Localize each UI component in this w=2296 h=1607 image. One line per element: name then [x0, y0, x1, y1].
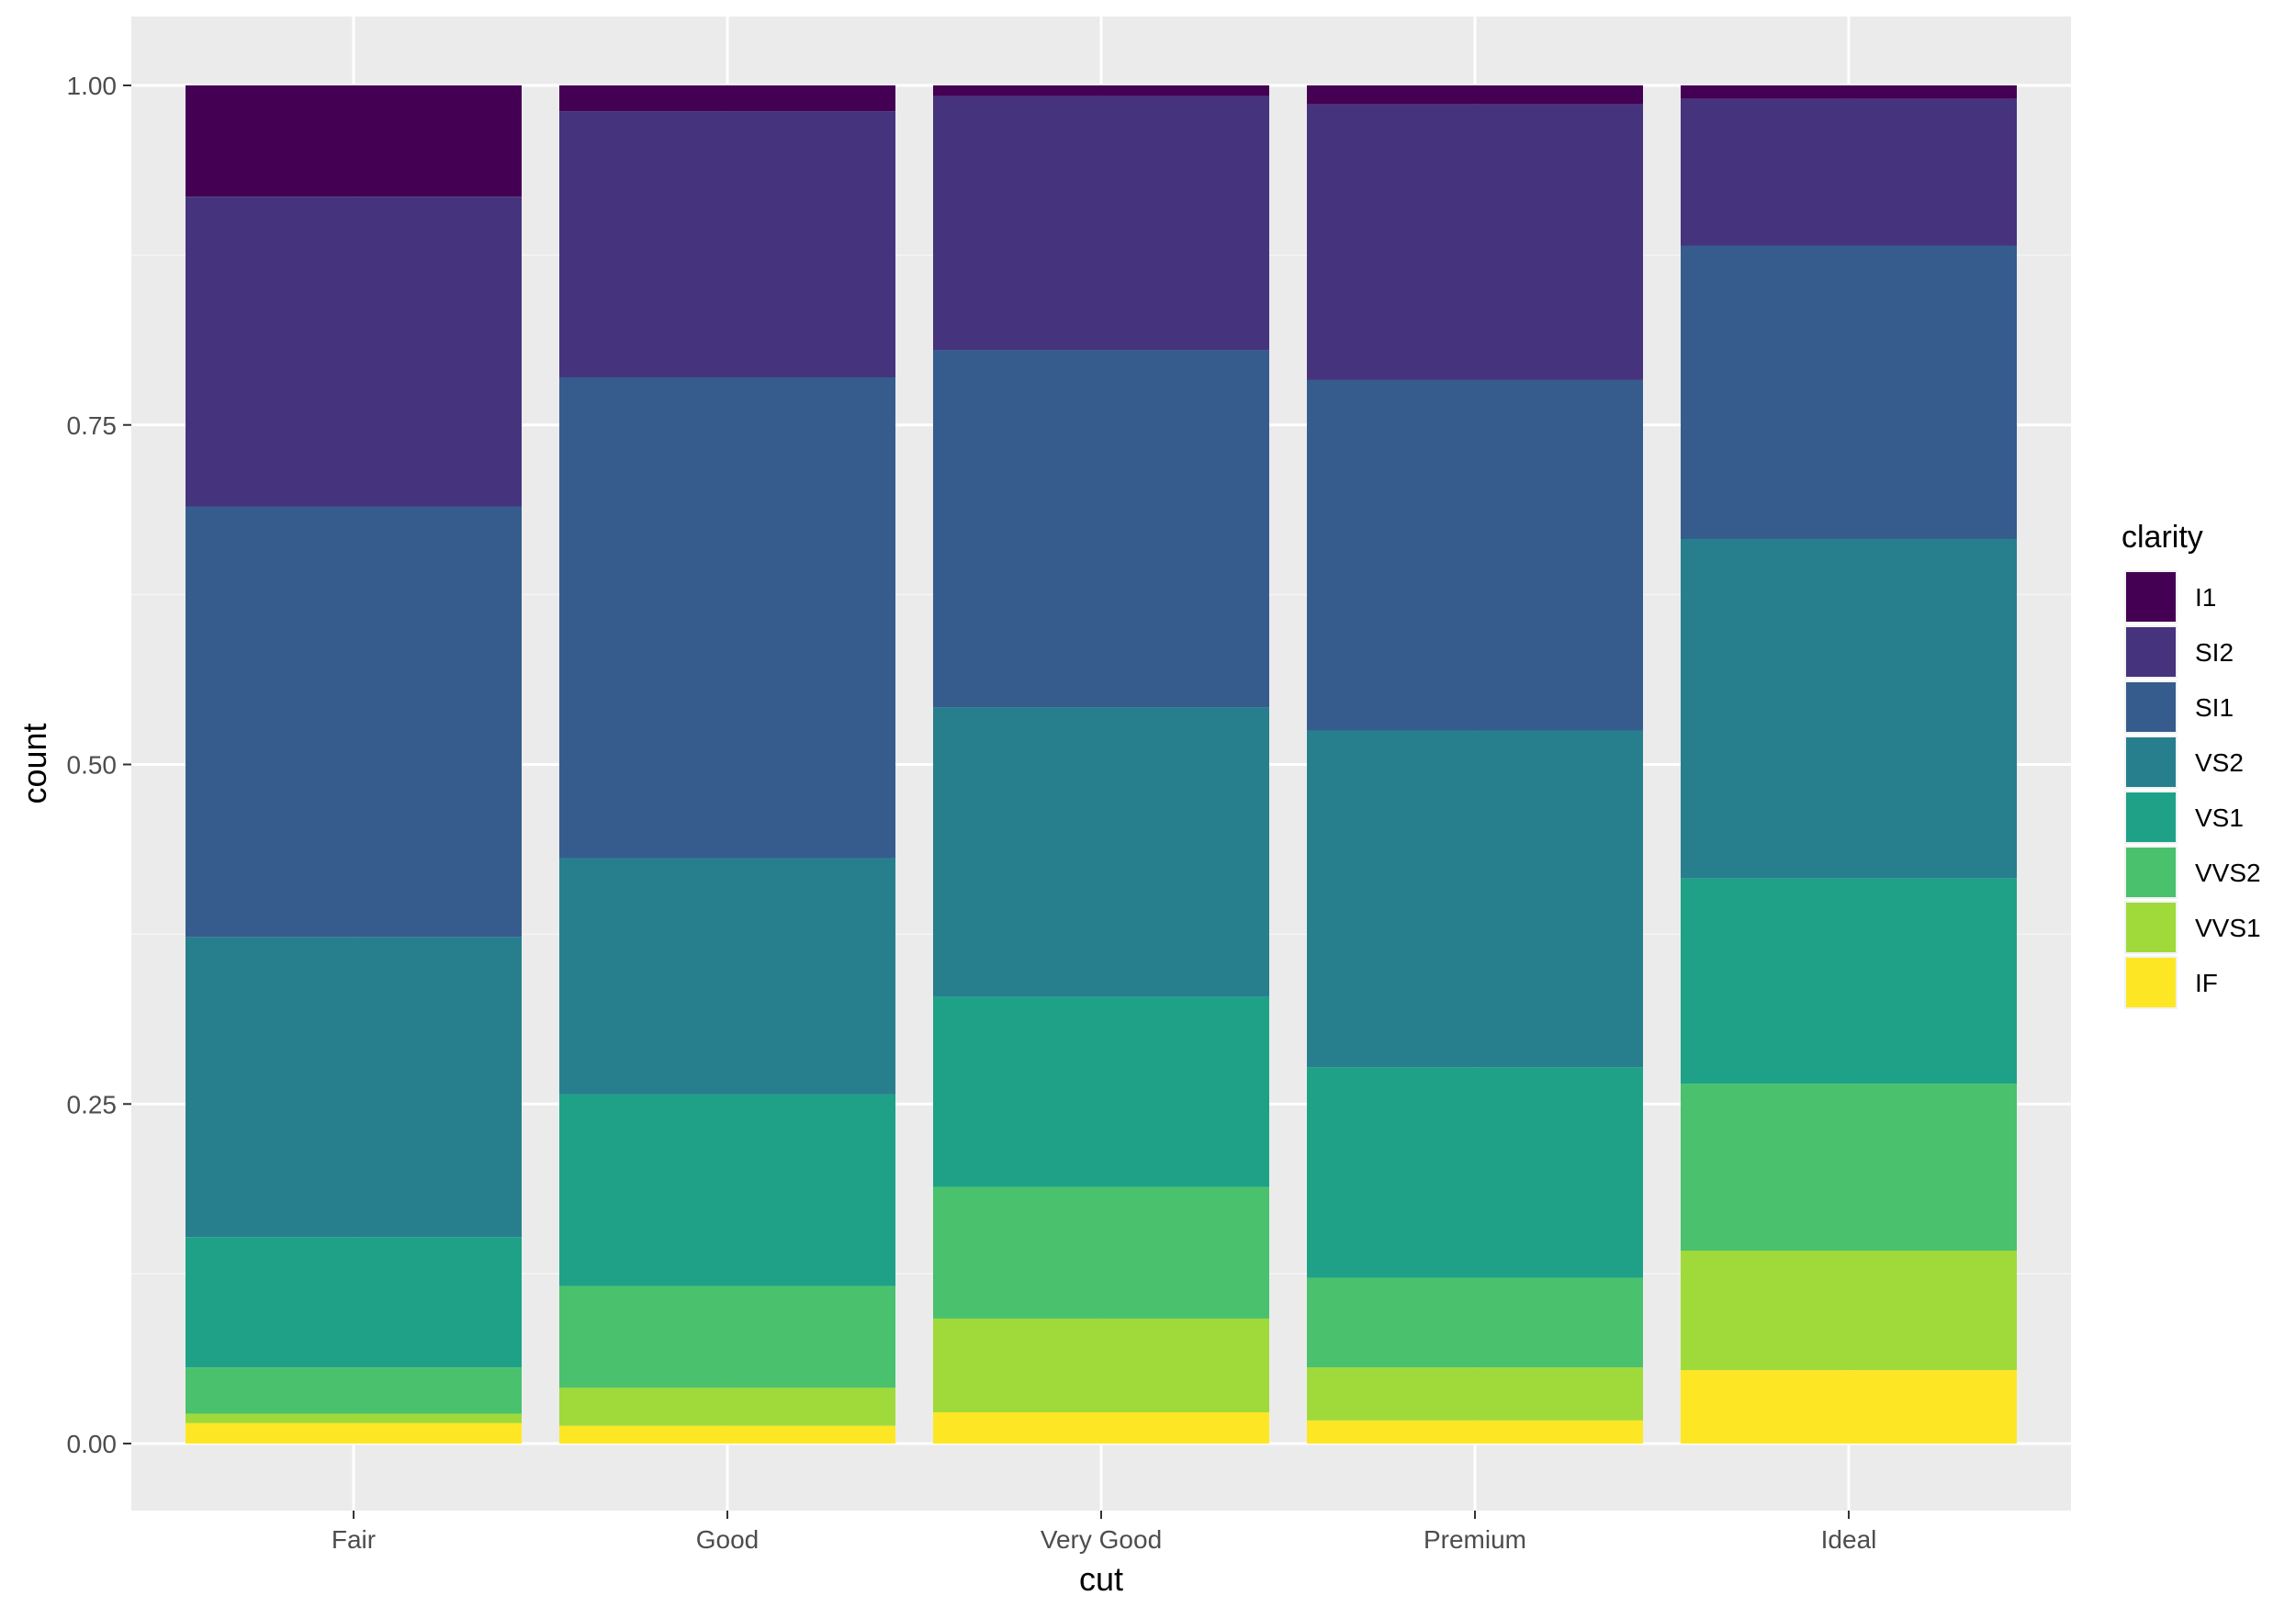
y-tick-label: 1.00 [67, 72, 118, 100]
bar-segment-vs1-ideal [1681, 878, 2017, 1084]
y-tick-label: 0.25 [67, 1090, 118, 1118]
bar-segment-i1-ideal [1681, 85, 2017, 99]
y-tick-label: 0.50 [67, 751, 118, 780]
legend: clarity I1 SI2 SI1 VS2 VS1 VVS2 VVS1 IF [2122, 520, 2261, 1009]
bar-segment-si2-fair [186, 197, 522, 507]
bar-segment-si1-very-good [933, 350, 1269, 708]
legend-label: VVS1 [2195, 914, 2261, 942]
bar-segment-i1-very-good [933, 85, 1269, 96]
bar-segment-vvs2-good [559, 1286, 895, 1388]
x-tick-label: Very Good [1041, 1525, 1162, 1554]
y-tick-label: 0.00 [67, 1430, 118, 1458]
bars [186, 85, 2017, 1444]
legend-swatch-si2 [2126, 627, 2176, 677]
legend-label: VS1 [2195, 804, 2244, 832]
bar-segment-if-premium [1307, 1420, 1643, 1444]
bar-segment-si2-ideal [1681, 98, 2017, 246]
bar-segment-vvs1-ideal [1681, 1250, 2017, 1371]
bar-segment-if-good [559, 1425, 895, 1444]
bar-segment-vvs1-very-good [933, 1318, 1269, 1412]
legend-label: SI2 [2195, 638, 2234, 667]
bar-segment-vvs1-fair [186, 1413, 522, 1423]
bar-segment-vvs2-premium [1307, 1277, 1643, 1368]
bar-segment-vvs2-ideal [1681, 1084, 2017, 1251]
bar-segment-vvs2-very-good [933, 1186, 1269, 1319]
y-axis: 0.00 0.25 0.50 0.75 1.00 [67, 72, 131, 1458]
legend-items: I1 SI2 SI1 VS2 VS1 VVS2 VVS1 IF [2124, 570, 2261, 1009]
bar-segment-if-very-good [933, 1411, 1269, 1444]
bar-segment-vs2-ideal [1681, 538, 2017, 879]
x-tick-label: Fair [332, 1525, 376, 1554]
bar-segment-vs1-good [559, 1094, 895, 1287]
bar-segment-vs2-premium [1307, 730, 1643, 1068]
x-tick-label: Premium [1424, 1525, 1526, 1554]
legend-swatch-vvs1 [2126, 903, 2176, 952]
bar-segment-vs2-fair [186, 937, 522, 1238]
x-axis: Fair Good Very Good Premium Ideal [332, 1511, 1876, 1554]
legend-swatch-i1 [2126, 572, 2176, 622]
y-tick-label: 0.75 [67, 411, 118, 440]
bar-segment-si2-good [559, 111, 895, 377]
bar-segment-if-ideal [1681, 1370, 2017, 1444]
legend-swatch-if [2126, 958, 2176, 1007]
bar-segment-vvs2-fair [186, 1367, 522, 1414]
bar-segment-vs2-good [559, 858, 895, 1095]
legend-label: I1 [2195, 583, 2216, 612]
bar-segment-vs1-very-good [933, 996, 1269, 1187]
legend-swatch-si1 [2126, 682, 2176, 732]
y-axis-title: count [16, 723, 53, 804]
bar-segment-si1-fair [186, 506, 522, 938]
bar-segment-vvs1-good [559, 1388, 895, 1426]
x-tick-label: Good [696, 1525, 760, 1554]
legend-label: VVS2 [2195, 859, 2261, 887]
legend-swatch-vs2 [2126, 737, 2176, 787]
bar-segment-si2-very-good [933, 96, 1269, 351]
bar-segment-si1-ideal [1681, 245, 2017, 539]
legend-swatch-vvs2 [2126, 848, 2176, 897]
bar-segment-vs2-very-good [933, 707, 1269, 997]
bar-segment-vvs1-premium [1307, 1367, 1643, 1421]
legend-title: clarity [2122, 520, 2203, 555]
legend-label: IF [2195, 969, 2218, 997]
bar-segment-vs1-fair [186, 1237, 522, 1368]
x-axis-title: cut [1079, 1560, 1123, 1598]
x-tick-label: Ideal [1821, 1525, 1877, 1554]
bar-segment-si1-good [559, 376, 895, 859]
bar-segment-i1-good [559, 85, 895, 112]
legend-swatch-vs1 [2126, 792, 2176, 842]
bar-segment-si2-premium [1307, 104, 1643, 380]
bar-segment-i1-fair [186, 85, 522, 197]
bar-segment-vs1-premium [1307, 1067, 1643, 1278]
legend-label: SI1 [2195, 693, 2234, 722]
bar-segment-if-fair [186, 1422, 522, 1444]
bar-segment-si1-premium [1307, 379, 1643, 731]
legend-label: VS2 [2195, 748, 2244, 777]
bar-segment-i1-premium [1307, 85, 1643, 105]
